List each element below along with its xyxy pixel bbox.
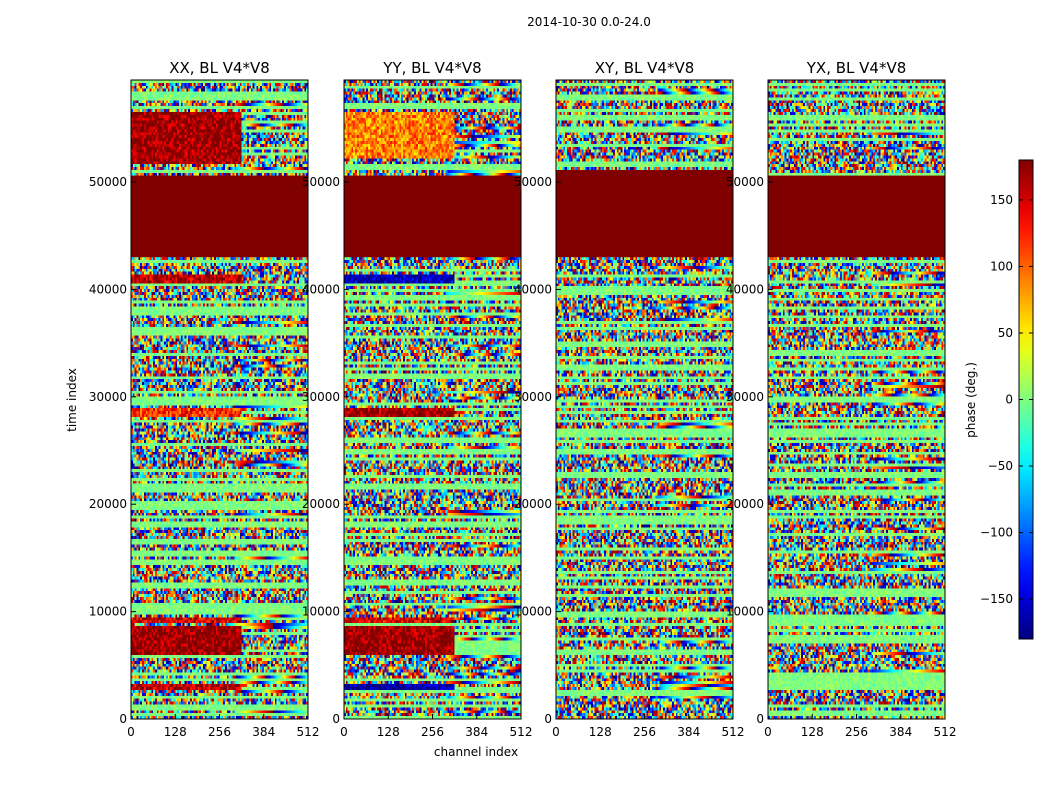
x-tick-label: 0	[340, 725, 348, 739]
x-tick-label: 384	[465, 725, 488, 739]
y-tick-label: 30000	[726, 390, 764, 404]
x-tick-label: 384	[889, 725, 912, 739]
y-tick-label: 0	[332, 712, 340, 726]
colorbar: −150 −100 −50 0 50 100 150 phase (deg.)	[964, 159, 1034, 640]
colorbar-tick-label: −100	[980, 526, 1013, 540]
x-tick-label: 128	[377, 725, 400, 739]
x-tick-label: 0	[127, 725, 135, 739]
y-tick-label: 40000	[514, 282, 552, 296]
y-tick-label: 30000	[514, 390, 552, 404]
y-tick-label: 0	[756, 712, 764, 726]
x-tick-label: 512	[722, 725, 745, 739]
x-tick-label: 256	[208, 725, 231, 739]
panel-title: XY, BL V4*V8	[595, 59, 695, 77]
y-tick-label: 0	[544, 712, 552, 726]
x-tick-label: 128	[164, 725, 187, 739]
panel-title: XX, BL V4*V8	[169, 59, 270, 77]
saturated-band	[768, 175, 945, 258]
y-tick-label: 50000	[726, 175, 764, 189]
y-tick-label: 20000	[726, 497, 764, 511]
x-tick-label: 512	[934, 725, 957, 739]
x-tick-label: 256	[633, 725, 656, 739]
x-tick-label: 0	[764, 725, 772, 739]
colorbar-tick-label: −150	[980, 592, 1013, 606]
saturated-band	[131, 175, 308, 258]
panel-title: YX, BL V4*V8	[806, 59, 907, 77]
panel-2: YY, BL V4*V8 0 128 256 384 512 0 10000 20000 3000…	[302, 59, 533, 739]
y-tick-label: 10000	[514, 605, 552, 619]
x-tick-label: 128	[801, 725, 824, 739]
x-tick-label: 256	[845, 725, 868, 739]
x-tick-label: 0	[552, 725, 560, 739]
colorbar-tick-label: 50	[998, 326, 1013, 340]
x-tick-label: 384	[252, 725, 275, 739]
colorbar-tick-label: 100	[990, 259, 1013, 273]
colorbar-label: phase (deg.)	[964, 362, 978, 438]
saturated-band	[344, 175, 521, 258]
y-tick-label: 10000	[89, 605, 127, 619]
panel-title: YY, BL V4*V8	[382, 59, 481, 77]
x-tick-label: 256	[421, 725, 444, 739]
x-tick-label: 512	[510, 725, 533, 739]
panel-1: XX, BL V4*V8 0 128 256 384 512 0 10000 20000 3000…	[89, 59, 320, 739]
y-tick-label: 10000	[726, 605, 764, 619]
y-tick-label: 50000	[514, 175, 552, 189]
y-tick-label: 20000	[514, 497, 552, 511]
y-tick-label: 20000	[302, 497, 340, 511]
y-tick-label: 40000	[302, 282, 340, 296]
y-tick-label: 40000	[726, 282, 764, 296]
y-tick-label: 10000	[302, 605, 340, 619]
y-tick-label: 50000	[89, 175, 127, 189]
colorbar-tick-label: −50	[988, 459, 1013, 473]
x-tick-label: 128	[589, 725, 612, 739]
colorbar-tick-label: 150	[990, 193, 1013, 207]
figure-suptitle: 2014-10-30 0.0-24.0	[527, 15, 651, 29]
x-tick-label: 384	[677, 725, 700, 739]
y-tick-label: 50000	[302, 175, 340, 189]
y-tick-label: 40000	[89, 282, 127, 296]
colorbar-tick-label: 0	[1005, 393, 1013, 407]
x-tick-label: 512	[297, 725, 320, 739]
x-axis-label: channel index	[434, 745, 518, 759]
y-tick-label: 20000	[89, 497, 127, 511]
panel-3: XY, BL V4*V8 0 128 256 384 512 0 10000 20000 3000…	[514, 59, 745, 739]
saturated-band	[556, 171, 733, 258]
y-tick-label: 30000	[89, 390, 127, 404]
y-axis-label: time index	[65, 368, 79, 432]
y-tick-label: 30000	[302, 390, 340, 404]
panel-4: YX, BL V4*V8 0 128 256 384 512 0 10000 20000 3000…	[726, 59, 957, 739]
y-tick-label: 0	[119, 712, 127, 726]
